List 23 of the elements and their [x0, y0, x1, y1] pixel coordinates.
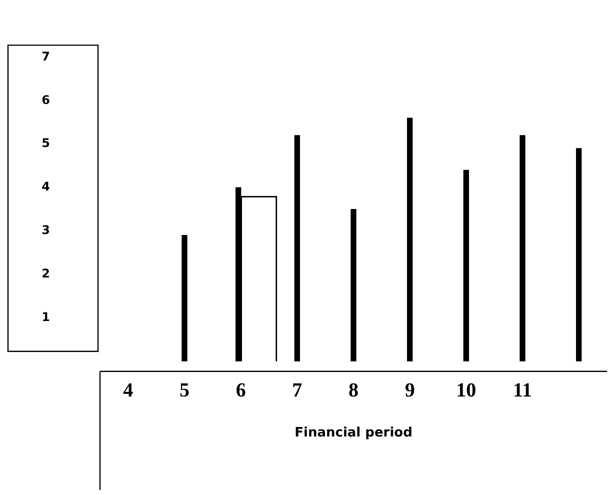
x-tick-label: 4 — [123, 380, 134, 402]
bar — [407, 118, 413, 362]
x-axis-title: Financial period — [294, 426, 412, 441]
bar — [463, 170, 469, 362]
bar — [576, 148, 582, 362]
bar — [350, 208, 356, 362]
x-tick-label: 10 — [456, 380, 476, 402]
x-tick-label: 6 — [236, 380, 246, 402]
x-tick-label: 8 — [348, 380, 358, 402]
x-tick-label: 7 — [292, 380, 302, 402]
x-tick-label: 5 — [180, 380, 190, 402]
y-tick-label: 2 — [42, 266, 50, 281]
y-tick-label: 6 — [42, 92, 50, 107]
y-tick-label: 1 — [42, 310, 50, 324]
x-tick-label: 11 — [513, 380, 532, 402]
y-tick-label: 4 — [42, 180, 50, 194]
bar — [520, 135, 526, 362]
bar — [182, 235, 188, 362]
bar — [294, 135, 300, 362]
x-tick-label: 9 — [404, 380, 415, 402]
y-tick-label: 3 — [42, 223, 50, 238]
y-tick-label: 7 — [42, 49, 50, 64]
y-tick-label: 5 — [42, 136, 50, 150]
